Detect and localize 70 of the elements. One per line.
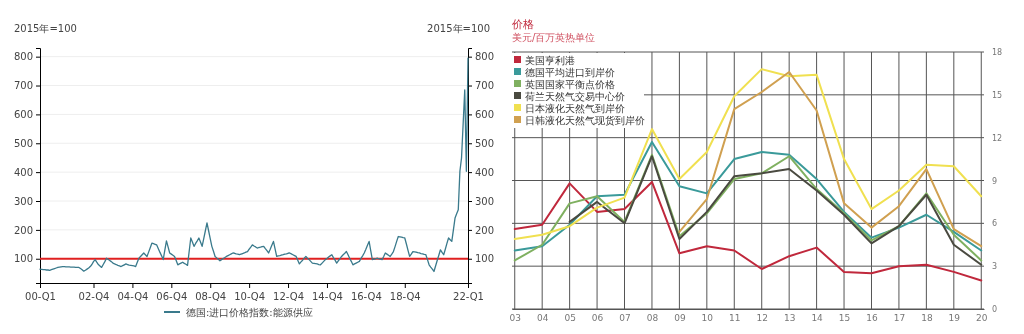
x-tick-label: 06 <box>591 313 604 324</box>
y2-tick-label: 0 <box>992 305 998 315</box>
x-tick-label: 10 <box>701 313 714 324</box>
y-tick-label: 400 <box>13 166 33 178</box>
x-tick-label: 14-Q4 <box>311 291 343 303</box>
x-tick-label: 05 <box>564 313 576 324</box>
y-tick-label: 800 <box>13 51 33 63</box>
line-series <box>513 180 983 282</box>
line-series <box>568 155 983 266</box>
y2-tick-label: 400 <box>475 166 495 178</box>
x-tick-label: 19 <box>948 313 961 324</box>
y2-tick-label: 6 <box>992 219 998 229</box>
chart-subtitle: 美元/百万英热单位 <box>512 32 596 43</box>
x-tick-label: 13 <box>783 313 796 324</box>
x-tick-label: 00-Q1 <box>25 291 56 303</box>
x-tick-label: 03 <box>509 313 521 324</box>
y2-tick-label: 18 <box>992 48 1003 58</box>
y-tick-label: 500 <box>13 137 33 149</box>
legend-label: 荷兰天然气交易中心价 <box>525 91 625 102</box>
x-tick-label: 02-Q4 <box>78 291 110 303</box>
y2-tick-label: 100 <box>475 253 495 265</box>
x-tick-label: 12 <box>756 313 768 324</box>
y-tick-label: 300 <box>13 195 33 207</box>
y2-tick-label: 15 <box>992 90 1003 100</box>
x-tick-label: 16-Q4 <box>350 291 382 303</box>
line-series <box>678 70 983 248</box>
x-tick-label: 07 <box>619 313 631 324</box>
y2-tick-label: 500 <box>475 137 495 149</box>
y2-tick-label: 800 <box>475 51 495 63</box>
y2-tick-label: 600 <box>475 109 495 121</box>
x-tick-label: 09 <box>674 313 686 324</box>
x-tick-label: 08-Q4 <box>195 291 227 303</box>
y-tick-label: 600 <box>13 109 33 121</box>
x-tick-label: 20 <box>976 313 988 324</box>
x-tick-label: 08 <box>646 313 659 324</box>
y2-tick-label: 9 <box>992 176 998 186</box>
line-series <box>513 140 983 252</box>
line-series <box>513 153 983 262</box>
x-tick-label: 04 <box>536 313 549 324</box>
y-axis-title: 2015年=100 <box>14 23 77 34</box>
y2-tick-label: 700 <box>475 80 495 92</box>
x-tick-label: 15 <box>838 313 851 324</box>
x-tick-label: 17 <box>893 313 906 324</box>
line-series <box>513 68 983 241</box>
x-tick-label: 14 <box>811 313 824 324</box>
legend-label: 美国亨利港 <box>525 55 575 66</box>
legend-label: 日本液化天然气到岸价 <box>525 103 625 114</box>
y2-tick-label: 12 <box>992 133 1003 143</box>
line-series <box>39 57 469 273</box>
legend-label: 德国:进口价格指数:能源供应 <box>186 307 313 318</box>
y2-tick-label: 3 <box>992 262 998 272</box>
y2-tick-label: 300 <box>475 195 495 207</box>
x-tick-label: 18-Q4 <box>389 291 421 303</box>
y2-axis-title: 2015年=100 <box>427 23 490 34</box>
x-tick-label: 06-Q4 <box>156 291 188 303</box>
y-tick-label: 100 <box>13 253 33 265</box>
x-tick-label: 04-Q4 <box>117 291 149 303</box>
x-tick-label: 16 <box>866 313 878 324</box>
x-tick-label: 18 <box>921 313 933 324</box>
legend-label: 英国国家平衡点价格 <box>525 79 615 90</box>
x-tick-label: 11 <box>729 313 741 324</box>
legend-label: 德国平均进口到岸价 <box>525 67 615 78</box>
x-tick-label: 22-Q1 <box>453 291 484 303</box>
x-tick-label: 10-Q4 <box>234 291 266 303</box>
x-tick-label: 12-Q4 <box>273 291 305 303</box>
y-tick-label: 700 <box>13 80 33 92</box>
chart-title: 价格 <box>511 18 534 31</box>
y2-tick-label: 200 <box>475 224 495 236</box>
y-tick-label: 200 <box>13 224 33 236</box>
legend-label: 日韩液化天然气现货到岸价 <box>525 115 645 126</box>
